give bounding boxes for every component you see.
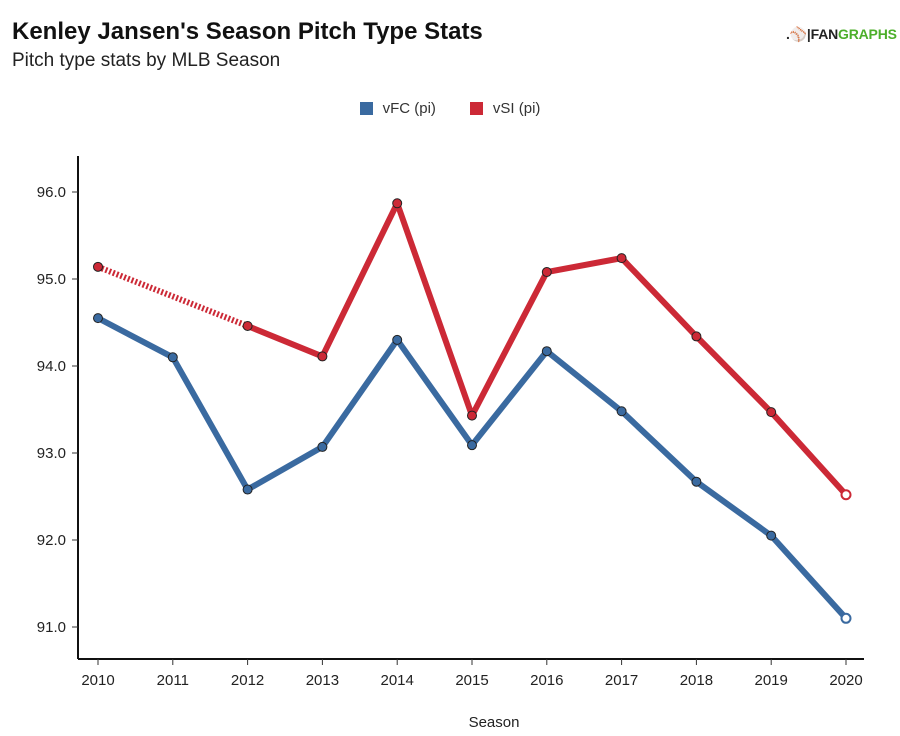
series-vfc-segment	[543, 348, 625, 415]
series-vfc-point	[541, 346, 552, 357]
series-vfc-segment	[95, 315, 176, 361]
series-vfc-segment	[768, 532, 849, 622]
series-vsi-segment	[319, 200, 401, 360]
x-tick-label: 2014	[381, 672, 414, 689]
series-vsi-segment	[469, 269, 550, 419]
legend-swatch-vfc	[359, 102, 373, 115]
x-tick-label: 2019	[755, 672, 788, 689]
series-vfc-point	[616, 406, 627, 417]
y-tick-label: 91.0	[37, 619, 66, 636]
x-tick-label: 2015	[455, 672, 488, 689]
x-tick-label: 2012	[231, 672, 264, 689]
series-vsi-segment	[768, 409, 849, 498]
series-vfc-segment	[169, 354, 251, 493]
series-vfc-segment	[394, 336, 475, 449]
y-tick-label: 96.0	[37, 184, 66, 201]
series-vfc-point	[317, 441, 328, 452]
legend-label-vsi: vSI (pi)	[492, 100, 541, 117]
series-vfc-point	[840, 612, 852, 624]
series-vfc-point	[392, 334, 403, 345]
series-vfc-segment	[244, 443, 326, 493]
series-vsi-segment	[244, 322, 326, 360]
series-vfc-point	[242, 484, 253, 495]
series-vfc-segment	[618, 408, 700, 485]
series-vsi-segment	[618, 255, 700, 340]
legend-label-vfc: vFC (pi)	[382, 100, 436, 117]
series-vsi-point	[392, 198, 403, 209]
chart-subtitle: Pitch type stats by MLB Season	[12, 50, 281, 71]
series-vsi-segment	[693, 333, 775, 416]
legend-item-vfc[interactable]: vFC (pi)	[359, 100, 436, 117]
y-tick-label: 94.0	[37, 358, 66, 375]
series-vsi-point	[840, 489, 852, 501]
x-tick-label: 2016	[530, 672, 563, 689]
legend: vFC (pi) vSI (pi)	[0, 100, 900, 117]
chart-title: Kenley Jansen's Season Pitch Type Stats	[12, 18, 483, 45]
logo-text-fan: FAN	[810, 26, 839, 42]
series-vsi-gap-segment	[96, 264, 249, 329]
series-vsi-point	[467, 410, 477, 421]
fangraphs-logo[interactable]: .⚾|FANGRAPHS	[786, 26, 897, 43]
series-vfc-segment	[469, 348, 550, 449]
x-tick-label: 2020	[829, 672, 862, 689]
series-vsi-segment	[543, 255, 625, 276]
series-vsi-point	[242, 320, 253, 331]
x-tick-label: 2011	[157, 672, 189, 689]
axes: 91.0 92.0 93.0 94.0 95.0 96.0 2010 2011 2012 2013…	[37, 156, 864, 689]
y-tick-label: 93.0	[37, 445, 66, 462]
x-tick-label: 2010	[81, 672, 114, 689]
legend-swatch-vsi	[469, 102, 483, 115]
series-vfc-point	[691, 476, 702, 487]
x-tick-label: 2018	[680, 672, 713, 689]
series-vsi-point	[766, 407, 777, 418]
series-vfc-point	[766, 530, 777, 541]
y-tick-label: 95.0	[37, 271, 66, 288]
series-lines	[95, 200, 849, 622]
x-axis-title: Season	[469, 714, 520, 731]
series-vsi-point	[93, 261, 103, 272]
series-vsi-segment	[394, 200, 475, 419]
x-tick-label: 2017	[605, 672, 638, 689]
series-vfc-segment	[693, 478, 775, 539]
legend-item-vsi[interactable]: vSI (pi)	[469, 100, 541, 117]
fangraphs-runner-icon: .⚾|	[786, 26, 811, 42]
series-vsi-point	[616, 253, 627, 264]
series-vfc-point	[167, 352, 178, 363]
series-vfc-segment	[319, 336, 401, 450]
series-vsi-point	[541, 267, 552, 278]
series-points	[93, 198, 852, 624]
series-vfc-point	[93, 313, 103, 324]
series-vsi-point	[691, 331, 702, 342]
y-tick-label: 92.0	[37, 532, 66, 549]
series-vsi-point	[317, 351, 328, 362]
logo-text-graphs: GRAPHS	[838, 26, 897, 42]
x-tick-label: 2013	[306, 672, 339, 689]
series-vfc-point	[467, 440, 477, 451]
